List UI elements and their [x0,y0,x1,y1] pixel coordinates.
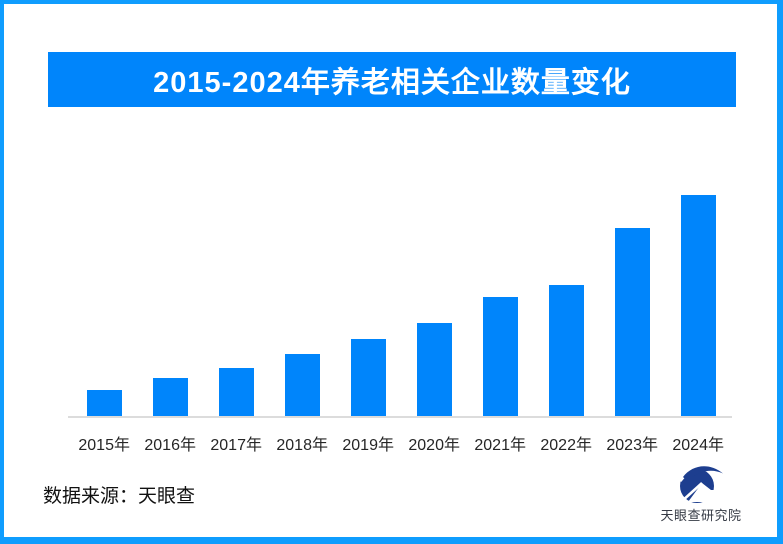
x-axis-label: 2018年 [276,437,328,454]
x-axis-label: 2015年 [78,437,130,454]
x-axis-label: 2017年 [210,437,262,454]
bar-2023 [614,228,650,416]
bar-2018 [284,354,320,416]
frame-border-right [777,0,783,544]
x-axis-label: 2024年 [672,437,724,454]
x-axis-line [68,416,732,418]
chart-title-banner: 2015-2024年养老相关企业数量变化 [48,52,736,107]
bar-2019 [350,339,386,416]
bar-2016 [152,378,188,416]
bar-2021 [482,297,518,416]
tianyancha-logo-icon [678,466,725,503]
chart-title: 2015-2024年养老相关企业数量变化 [153,66,631,99]
x-axis-label: 2016年 [144,437,196,454]
data-source-label: 数据来源：天眼查 [43,486,196,507]
frame-border-bottom [0,537,783,544]
frame-border-left [0,0,4,544]
bar-2022 [548,285,584,416]
frame-border-top [0,0,783,4]
bar-2015 [86,390,122,416]
x-axis-label: 2020年 [408,437,460,454]
x-axis-labels: 2015年 2016年 2017年 2018年 2019年 2020年 2021年 2022年… [68,431,732,454]
x-axis-label: 2021年 [474,437,526,454]
x-axis-label: 2019年 [342,437,394,454]
bar-2017 [218,368,254,416]
bar-chart [68,195,732,416]
tianyancha-logo: 天眼查研究院 [657,464,745,524]
bar-2020 [416,323,452,416]
x-axis-label: 2023年 [606,437,658,454]
x-axis-label: 2022年 [540,437,592,454]
bar-2024 [680,195,716,416]
tianyancha-logo-text: 天眼查研究院 [660,508,742,523]
